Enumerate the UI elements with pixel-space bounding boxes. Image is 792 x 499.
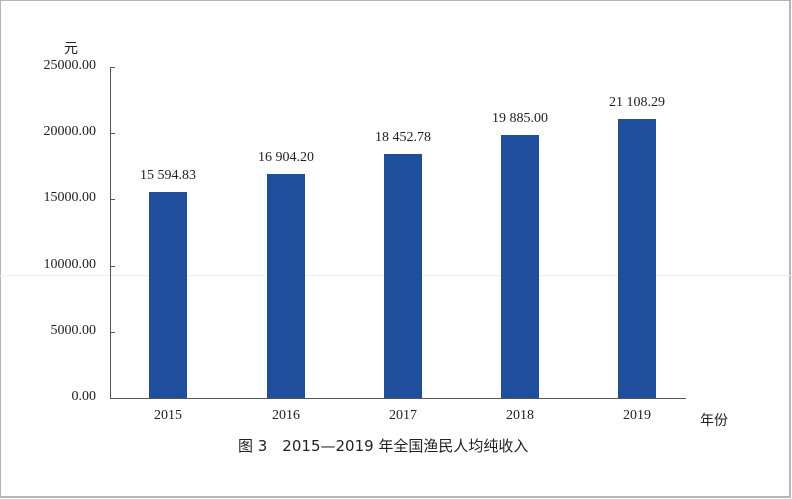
x-axis (110, 398, 686, 399)
y-tick-label: 25000.00 (43, 58, 97, 73)
bar-2017 (384, 153, 422, 398)
value-label: 19 885.00 (492, 110, 548, 126)
x-tick-label: 2016 (272, 408, 300, 423)
x-axis-name: 年份 (700, 413, 728, 429)
y-axis (110, 67, 111, 398)
y-tick-label: 10000.00 (43, 256, 97, 272)
x-tick-label: 2015 (154, 408, 182, 423)
value-label: 18 452.78 (375, 129, 431, 145)
y-tick-label: 0.00 (71, 389, 97, 404)
bar-2015 (149, 191, 187, 398)
y-tick-mark (110, 67, 115, 68)
value-label: 21 108.29 (609, 94, 665, 110)
y-axis-unit: 元 (64, 41, 78, 57)
x-tick-label: 2017 (389, 408, 417, 423)
value-label: 15 594.83 (140, 167, 196, 183)
y-tick-mark (110, 265, 115, 267)
y-tick-label: 5000.00 (50, 322, 97, 338)
bar-2019 (618, 118, 656, 398)
y-tick-label: 15000.00 (43, 190, 97, 206)
y-tick-mark (110, 199, 115, 201)
y-tick-mark (110, 133, 115, 135)
x-tick-label: 2019 (623, 408, 651, 423)
x-tick-label: 2018 (506, 408, 534, 423)
value-label: 16 904.20 (258, 150, 314, 166)
y-tick-mark (110, 331, 115, 333)
y-tick-mark (110, 398, 115, 399)
y-tick-label: 20000.00 (43, 124, 97, 140)
bar-2018 (501, 134, 539, 398)
bar-2016 (267, 174, 305, 398)
figure-caption: 图 3 2015—2019 年全国渔民人均纯收入 (238, 437, 529, 455)
